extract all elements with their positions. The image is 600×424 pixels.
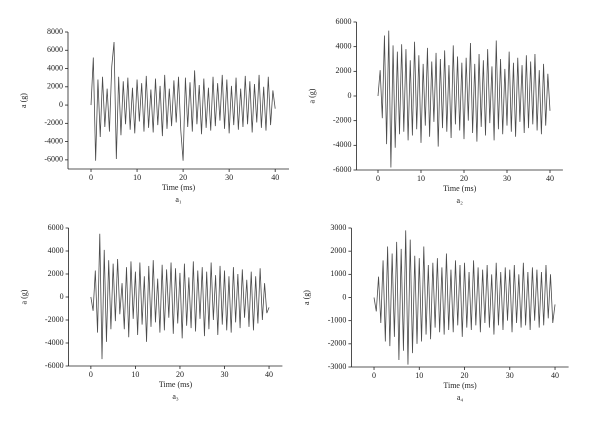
y-tick-label: -4000 [333,140,352,149]
x-tick-label: 40 [265,370,273,379]
x-tick-label: 40 [271,173,279,182]
x-tick-label: 40 [546,174,554,183]
y-tick-label: -6000 [44,155,63,164]
y-tick-label: 1000 [330,269,346,278]
y-tick-label: 4000 [48,246,64,255]
y-tick-label: -2000 [45,315,64,324]
y-tick-label: 2000 [48,269,64,278]
x-tick-label: 10 [415,371,423,380]
y-tick-label: 2000 [47,82,63,91]
y-tick-label: 4000 [47,63,63,72]
y-tick-label: -4000 [45,338,64,347]
x-axis-label: Time (ms) [443,381,477,390]
panel-caption: a₄ [457,393,464,402]
panel-caption: a₂ [457,196,464,205]
signal-line [377,30,551,168]
x-tick-label: 10 [133,173,141,182]
panel-caption: a₁ [175,195,182,204]
x-tick-label: 20 [460,174,468,183]
y-tick-label: 6000 [336,17,352,26]
y-tick-label: -6000 [45,361,64,370]
y-tick-label: 2000 [336,66,352,75]
x-tick-label: 0 [89,173,93,182]
y-tick-label: 4000 [336,41,352,50]
x-tick-label: 20 [461,371,469,380]
signal-line [373,230,556,365]
y-tick-label: 0 [60,292,64,301]
x-tick-label: 30 [225,173,233,182]
y-tick-label: 6000 [48,223,64,232]
x-tick-label: 20 [179,173,187,182]
y-tick-label: 6000 [47,45,63,54]
x-tick-label: 0 [372,371,376,380]
signal-line [90,233,270,360]
x-tick-label: 40 [551,371,559,380]
y-tick-label: 0 [59,100,63,109]
x-tick-label: 30 [506,371,514,380]
x-axis-label: Time (ms) [162,183,196,192]
panel-caption: a₃ [172,392,179,401]
y-tick-label: -2000 [328,339,347,348]
y-axis-label: a (g) [307,88,316,103]
x-axis-label: Time (ms) [443,184,477,193]
x-axis-label: Time (ms) [159,380,193,389]
y-axis-label: a (g) [19,93,28,108]
y-tick-label: -2000 [333,115,352,124]
y-tick-label: -3000 [328,362,347,371]
y-axis-label: a (g) [302,290,311,305]
x-tick-label: 30 [503,174,511,183]
y-tick-label: 3000 [330,223,346,232]
x-tick-label: 30 [220,370,228,379]
x-tick-label: 10 [417,174,425,183]
x-tick-label: 10 [131,370,139,379]
x-tick-label: 0 [376,174,380,183]
y-tick-label: -4000 [44,136,63,145]
y-tick-label: 0 [342,292,346,301]
y-tick-label: -2000 [44,118,63,127]
y-tick-label: -6000 [333,165,352,174]
signal-line [90,42,276,161]
y-tick-label: 2000 [330,246,346,255]
x-tick-label: 20 [176,370,184,379]
y-tick-label: 0 [348,91,352,100]
y-axis-label: a (g) [19,289,28,304]
y-tick-label: -1000 [328,315,347,324]
x-tick-label: 0 [89,370,93,379]
y-tick-label: 8000 [47,27,63,36]
